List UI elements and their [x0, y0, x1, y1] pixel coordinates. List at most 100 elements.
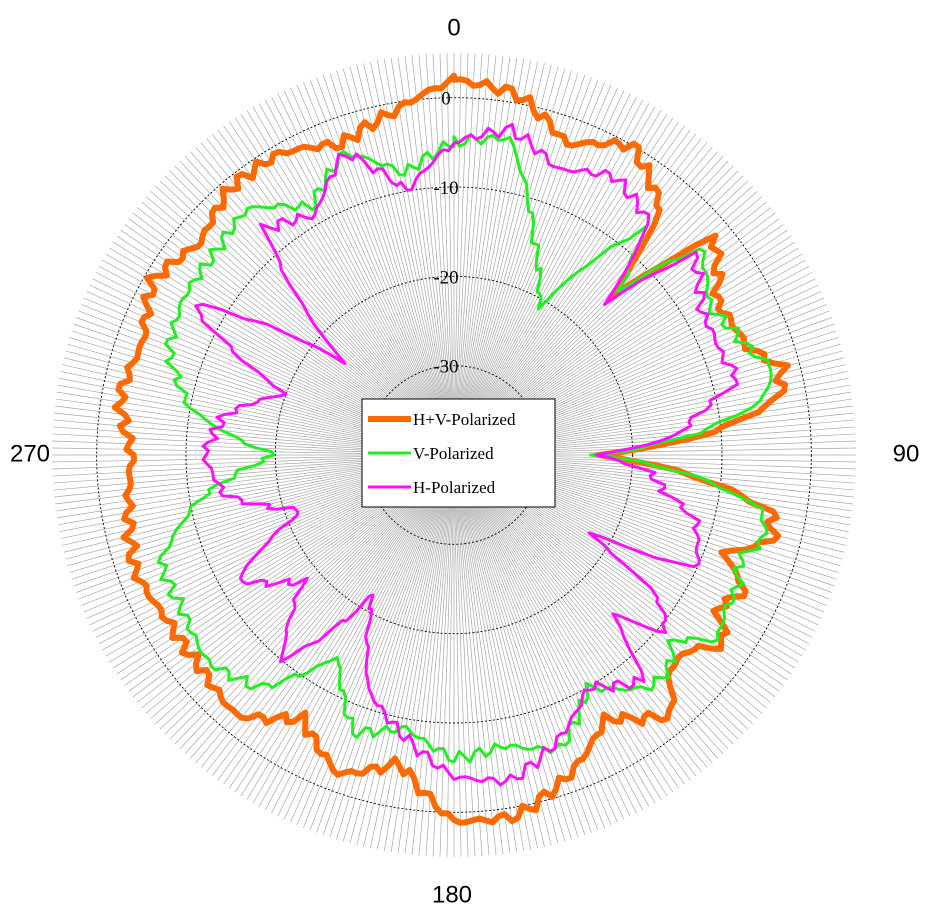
spoke	[453, 53, 462, 456]
spoke	[252, 106, 455, 456]
spoke	[390, 454, 455, 853]
spoke	[309, 79, 455, 456]
series-line-v-polarized	[156, 132, 773, 764]
angle-tick-label: 180	[432, 881, 472, 908]
spoke	[453, 454, 680, 789]
spoke	[453, 454, 572, 840]
spoke	[370, 61, 455, 456]
spoke	[264, 454, 455, 811]
spoke	[453, 77, 592, 456]
spoke	[453, 53, 469, 456]
spoke	[246, 454, 455, 800]
spoke	[425, 454, 455, 857]
spoke	[453, 60, 532, 456]
spoke	[418, 454, 455, 856]
angle-tick-label: 90	[893, 440, 920, 467]
spoke	[453, 454, 650, 807]
spoke	[453, 454, 518, 853]
series-line-h-polarized	[194, 122, 739, 787]
spoke	[453, 454, 532, 850]
spoke	[240, 113, 455, 456]
spoke	[246, 110, 455, 456]
spoke	[453, 454, 511, 854]
spoke	[453, 84, 612, 456]
legend-entry-label: H-Polarized	[413, 478, 496, 497]
spoke	[453, 64, 552, 456]
spoke	[453, 454, 668, 797]
spoke	[349, 454, 455, 844]
spoke	[383, 59, 455, 456]
radial-gridline	[96, 97, 812, 813]
spoke	[397, 56, 455, 456]
spoke	[349, 66, 455, 456]
spoke	[453, 454, 525, 851]
spoke	[453, 66, 559, 456]
spoke	[453, 93, 631, 456]
spoke	[446, 454, 455, 857]
spoke	[453, 454, 538, 849]
spoke	[258, 103, 455, 456]
angle-tick-label: 270	[10, 440, 50, 467]
spoke	[453, 454, 662, 800]
spoke	[453, 96, 637, 456]
spoke	[439, 454, 455, 857]
spoke	[453, 103, 650, 456]
spoke	[211, 454, 455, 777]
spoke	[453, 454, 618, 823]
spoke	[453, 454, 644, 811]
series-layer	[111, 72, 791, 826]
spoke	[316, 454, 455, 833]
spoke	[453, 454, 685, 785]
spoke	[453, 454, 637, 814]
spoke	[277, 93, 455, 456]
spoke	[453, 53, 476, 456]
spoke	[356, 454, 455, 846]
spoke	[411, 55, 455, 456]
spoke	[453, 53, 483, 456]
spoke	[425, 53, 455, 456]
spoke	[252, 454, 455, 804]
spoke	[316, 77, 455, 456]
spoke	[432, 53, 455, 456]
radial-tick-label: -20	[433, 267, 458, 288]
spoke	[453, 61, 538, 456]
spoke	[418, 54, 455, 456]
spoke	[363, 63, 455, 456]
spoke	[240, 454, 455, 797]
spoke	[234, 454, 455, 793]
spoke	[453, 106, 656, 456]
spoke	[258, 454, 455, 807]
spoke	[453, 454, 490, 856]
spoke	[453, 68, 566, 456]
spoke	[453, 454, 592, 833]
spoke	[453, 63, 545, 456]
spoke	[453, 55, 504, 456]
radial-tick-label: 0	[441, 89, 451, 110]
spoke	[271, 454, 455, 814]
spoke	[453, 454, 674, 793]
spoke	[446, 53, 455, 456]
spoke	[390, 57, 455, 456]
spoke	[453, 55, 497, 456]
spoke	[453, 454, 612, 826]
spoke	[453, 454, 483, 857]
angle-tick-labels: 0 90 180 270	[10, 14, 919, 908]
spoke	[453, 454, 497, 855]
spoke	[397, 454, 455, 854]
series-line-h-v-polarized	[111, 72, 791, 826]
spoke	[264, 99, 455, 456]
spoke	[453, 454, 586, 836]
spoke	[453, 110, 662, 456]
spoke	[432, 454, 455, 857]
spoke	[363, 454, 455, 847]
legend-entry-label: H+V-Polarized	[413, 410, 516, 429]
spoke	[439, 53, 455, 456]
spoke	[296, 454, 455, 826]
spoke	[453, 454, 566, 842]
spoke	[453, 99, 644, 456]
radial-tick-label: -10	[433, 178, 458, 199]
spoke	[383, 454, 455, 851]
spoke	[453, 454, 625, 820]
radial-tick-label: -30	[433, 357, 458, 378]
